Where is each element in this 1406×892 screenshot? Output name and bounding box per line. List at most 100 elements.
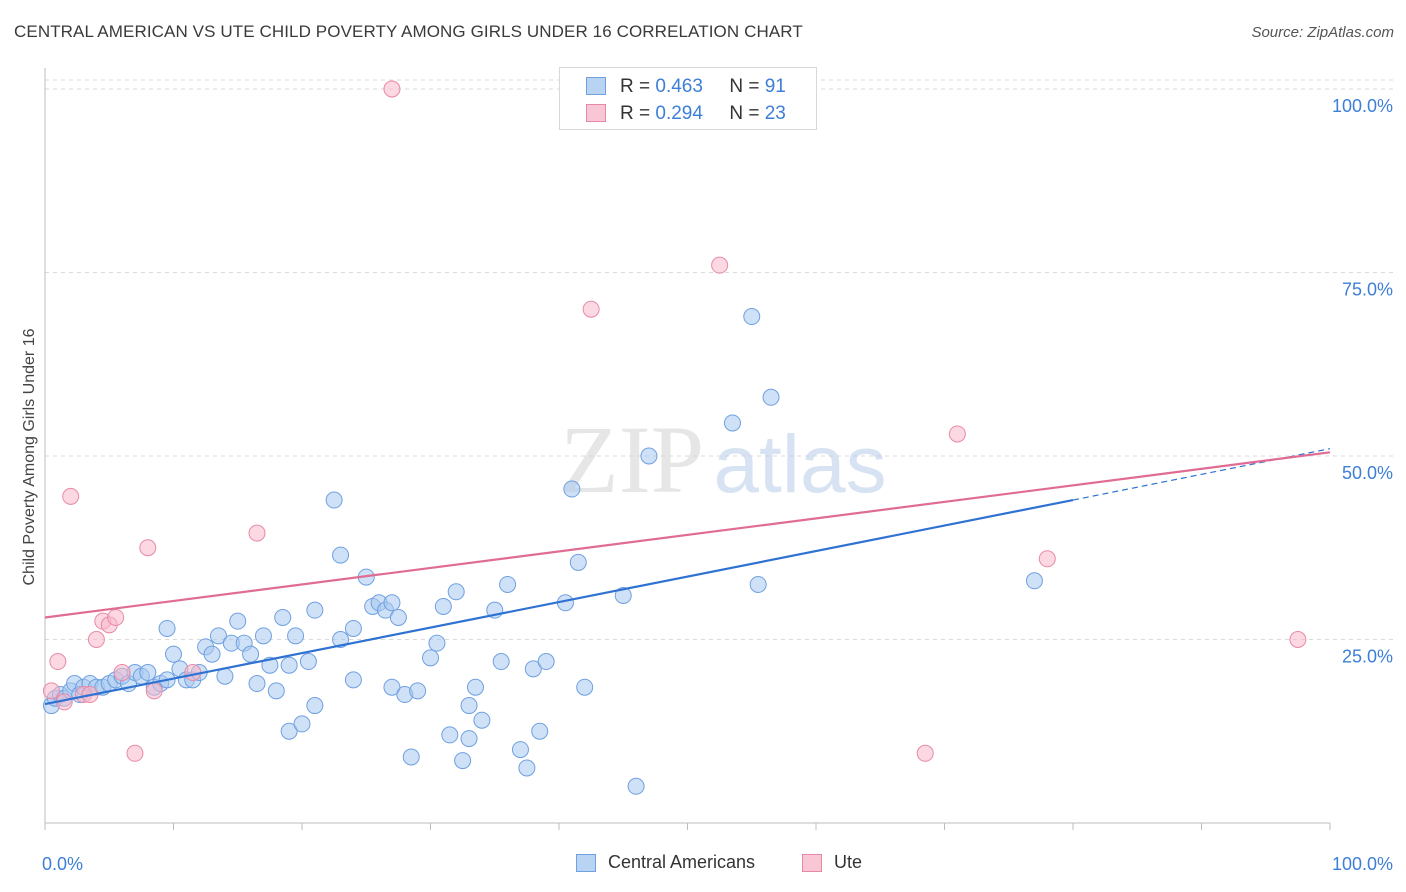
watermark: ZIP atlas (560, 406, 887, 513)
central-american-point (434, 597, 452, 615)
central-american-point (614, 586, 632, 604)
central-american-point (762, 388, 780, 406)
central-american-point (203, 645, 221, 663)
central-american-point (280, 722, 298, 740)
central-american-point (743, 308, 761, 326)
chart-source: Source: ZipAtlas.com (1251, 24, 1394, 41)
legend-r-label: R = (620, 76, 656, 97)
central-american-point (242, 645, 260, 663)
central-american-point (165, 645, 182, 663)
ute-point (113, 664, 131, 682)
central-american-point (389, 608, 407, 626)
ute-point (139, 539, 157, 557)
central-american-point (306, 697, 324, 715)
central-american-point (466, 678, 484, 696)
legend-label-central-americans: Central Americans (608, 852, 756, 872)
central-american-point (139, 664, 157, 682)
central-american-trendline-extension (1072, 448, 1331, 501)
central-american-point (332, 546, 350, 564)
legend-n-label: N = (729, 76, 765, 97)
central-american-point (402, 748, 420, 766)
central-american-point (209, 627, 227, 645)
ute-point (383, 80, 401, 98)
legend-swatch-pink (802, 853, 822, 872)
legend-n-label: N = (729, 103, 765, 124)
chart-title: CENTRAL AMERICAN VS UTE CHILD POVERTY AM… (14, 22, 803, 41)
central-american-point (749, 575, 767, 593)
ute-point (916, 744, 934, 762)
points-layer (42, 80, 1307, 795)
central-american-point (531, 722, 549, 740)
ute-point (87, 631, 105, 648)
central-american-point (383, 678, 401, 696)
central-american-point (422, 649, 439, 667)
central-american-point (569, 553, 587, 571)
central-american-point (383, 594, 401, 612)
central-american-point (428, 634, 446, 652)
legend-r-value: 0.463 (655, 76, 703, 97)
central-american-point (576, 678, 594, 696)
legend-swatch-blue (586, 77, 606, 95)
ute-point (42, 682, 60, 700)
ute-point (948, 425, 966, 443)
central-american-point (280, 656, 298, 674)
y-tick-label: 25.0% (1342, 647, 1393, 667)
legend-swatch-blue (576, 853, 596, 872)
central-american-point (287, 627, 305, 645)
legend-label-ute: Ute (834, 852, 863, 872)
central-american-point (499, 575, 517, 593)
ute-point (582, 300, 600, 318)
central-american-point (492, 653, 510, 671)
y-tick-label: 50.0% (1342, 463, 1393, 483)
central-american-point (332, 631, 350, 648)
legend-n-value: 23 (764, 103, 786, 124)
central-american-point (524, 660, 542, 678)
central-american-point (460, 697, 478, 715)
central-american-point (267, 682, 285, 700)
x-tick-label: 0.0% (42, 854, 83, 874)
central-american-point (511, 741, 529, 759)
central-american-point (344, 671, 362, 689)
central-american-point (537, 653, 555, 671)
legend-r-value: 0.294 (655, 103, 703, 124)
central-american-point (299, 653, 317, 671)
legend-series: Central Americans Ute (0, 852, 1406, 876)
ute-point (126, 744, 144, 762)
axis-layer (44, 68, 1331, 830)
central-american-trendline (44, 498, 1074, 706)
central-american-point (248, 675, 266, 693)
central-american-point (344, 619, 362, 637)
central-american-point (409, 682, 427, 700)
central-american-point (325, 491, 343, 509)
central-american-point (627, 777, 645, 795)
legend-item-ute[interactable]: Ute (802, 852, 862, 873)
central-american-point (563, 480, 581, 498)
ute-point (248, 524, 266, 542)
central-american-point (293, 715, 311, 733)
ute-point (145, 682, 163, 700)
central-american-point (306, 601, 324, 619)
legend-n-value: 91 (764, 76, 786, 97)
tick-label-layer: 25.0% 50.0% 75.0% 100.0% 0.0% 100.0% (42, 96, 1393, 874)
ute-point (711, 256, 729, 274)
ute-point (1038, 550, 1056, 568)
central-american-point (640, 447, 658, 465)
y-tick-label: 75.0% (1342, 280, 1393, 300)
legend-r-label: R = (620, 103, 656, 124)
central-american-point (460, 730, 478, 748)
grid-layer (45, 79, 1395, 640)
legend-swatch-pink (586, 104, 606, 122)
central-american-point (254, 627, 272, 645)
central-american-point (447, 583, 465, 601)
ute-point (1289, 631, 1307, 648)
central-american-point (441, 726, 459, 744)
central-american-point (454, 752, 472, 770)
central-american-point (274, 608, 292, 626)
watermark-atlas: atlas (713, 419, 886, 510)
central-american-point (473, 711, 491, 729)
central-american-point (723, 414, 741, 432)
legend-item-central-americans[interactable]: Central Americans (576, 852, 755, 873)
central-american-point (229, 612, 247, 630)
legend-row-ute: R = 0.294 N = 23 (586, 102, 786, 126)
